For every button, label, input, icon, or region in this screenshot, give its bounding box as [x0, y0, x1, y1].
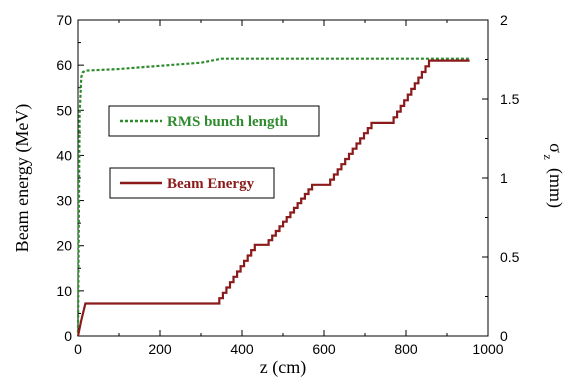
- axis-ticks: 0 200 400 600 800 100001020304050607000.511.5…: [56, 12, 519, 357]
- x-tick-label: 0: [74, 341, 82, 357]
- y-left-tick-label: 20: [56, 238, 72, 254]
- legend-bunch-label: RMS bunch length: [167, 114, 289, 130]
- legend-energy: Beam Energy: [109, 167, 275, 199]
- y-right-tick-label: 2: [500, 12, 508, 28]
- series-beam-energy-line: [76, 59, 470, 337]
- y-left-tick-label: 50: [56, 102, 72, 118]
- y-right-axis-unit: (mm): [545, 168, 566, 208]
- legend-energy-label: Beam Energy: [167, 176, 255, 192]
- y-left-axis-label: Beam energy (MeV): [12, 104, 33, 253]
- x-tick-label: 600: [312, 341, 336, 357]
- y-right-tick-label: 0: [500, 328, 508, 344]
- y-right-tick-label: 0.5: [500, 249, 520, 265]
- y-left-tick-label: 40: [56, 147, 72, 163]
- y-right-tick-label: 1.5: [500, 91, 520, 107]
- x-tick-label: 1000: [472, 341, 503, 357]
- legend-bunch: RMS bunch length: [108, 105, 320, 137]
- x-tick-label: 400: [230, 341, 254, 357]
- x-axis-label: z (cm): [260, 357, 306, 378]
- series-layer: [76, 57, 470, 337]
- x-tick-label: 200: [148, 341, 172, 357]
- y-right-axis-subscript: z: [541, 154, 555, 159]
- y-left-tick-label: 60: [56, 57, 72, 73]
- x-tick-label: 800: [394, 341, 418, 357]
- y-right-axis-label: σ z (mm): [541, 143, 566, 208]
- y-right-tick-label: 1: [500, 170, 508, 186]
- y-left-tick-label: 70: [56, 12, 72, 28]
- y-right-axis-symbol: σ: [546, 143, 566, 153]
- legend-bunch-box: [108, 105, 320, 137]
- y-left-tick-label: 10: [56, 283, 72, 299]
- series-bunch-length-line: [76, 57, 470, 333]
- y-left-tick-label: 0: [64, 328, 72, 344]
- y-left-tick-label: 30: [56, 193, 72, 209]
